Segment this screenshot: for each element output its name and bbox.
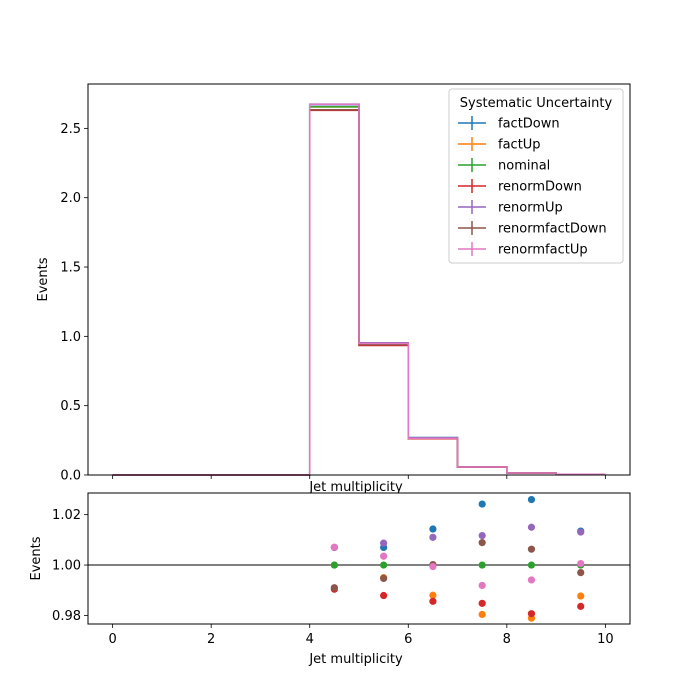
- ratio-point-renormfactup: [478, 581, 486, 590]
- legend-label-renormfactdown: renormfactDown: [498, 222, 607, 237]
- ratio-point-factup: [478, 610, 486, 619]
- ratio-point-renormfactdown: [577, 569, 585, 577]
- ratio-x-tick-label: 10: [597, 632, 614, 647]
- histogram-y-axis-label: Events: [36, 257, 51, 301]
- ratio-y-axis-label: Events: [29, 536, 44, 580]
- legend-item-renormfactdown: renormfactDown: [458, 221, 607, 237]
- ratio-point-renormdown: [478, 599, 486, 607]
- legend-label-renormfactup: renormfactUp: [498, 243, 588, 258]
- ratio-x-tick-label: 4: [306, 632, 314, 647]
- ratio-point-renormup: [380, 539, 388, 547]
- ratio-point-renormfactup: [380, 552, 388, 560]
- ratio-point-factdown: [478, 500, 486, 508]
- histogram-y-ticks: 0.0 0.5 1.0 1.5 2.0 2.5: [60, 122, 88, 484]
- ratio-point-renormdown: [577, 602, 585, 610]
- histogram-y-tick-label: 2.5: [60, 122, 81, 137]
- histogram-y-tick-label: 0.5: [60, 399, 81, 414]
- ratio-point-renormup: [577, 528, 585, 536]
- ratio-point-renormdown: [380, 591, 388, 600]
- ratio-point-renormfactdown: [527, 545, 536, 553]
- histogram-y-tick-label: 1.5: [60, 261, 81, 276]
- ratio-y-ticks: 0.98 1.00 1.02: [52, 508, 88, 624]
- ratio-point-nominal: [330, 561, 338, 569]
- ratio-point-nominal: [527, 561, 536, 569]
- histogram-y-tick-label: 1.0: [60, 330, 81, 345]
- ratio-point-nominal: [380, 561, 388, 569]
- legend-item-renormup: renormUp: [458, 200, 563, 216]
- legend-label-factdown: factDown: [498, 117, 560, 132]
- ratio-point-renormdown: [527, 610, 536, 618]
- histogram-y-tick-label: 0.0: [60, 469, 81, 484]
- legend-title: Systematic Uncertainty: [460, 96, 613, 111]
- ratio-y-tick-label: 1.02: [52, 508, 81, 523]
- legend-item-factup: factUp: [458, 137, 541, 153]
- ratio-point-factup: [429, 591, 437, 599]
- legend-item-factdown: factDown: [458, 116, 560, 132]
- histogram-x-ticks: [112, 475, 606, 479]
- legend-label-factup: factUp: [498, 138, 541, 153]
- legend: Systematic Uncertainty factDown factUp nom…: [448, 88, 624, 264]
- histogram-panel: 0.0 0.5 1.0 1.5 2.0 2.5 Jet multiplicity Even…: [36, 83, 631, 495]
- ratio-frame: [87, 492, 631, 625]
- ratio-point-nominal: [478, 561, 486, 569]
- ratio-x-tick-label: 0: [108, 632, 116, 647]
- legend-item-nominal: nominal: [458, 158, 550, 174]
- ratio-point-renormfactdown: [380, 574, 388, 583]
- ratio-point-renormfactup: [577, 559, 585, 568]
- ratio-y-tick-label: 1.00: [52, 559, 81, 574]
- ratio-x-tick-label: 2: [207, 632, 215, 647]
- ratio-x-tick-label: 6: [404, 632, 412, 647]
- ratio-point-renormup: [429, 533, 437, 541]
- ratio-point-factdown: [527, 495, 536, 504]
- ratio-point-factdown: [429, 525, 437, 533]
- ratio-x-ticks: 0 2 4 6 8 10: [108, 624, 614, 647]
- ratio-point-renormfactdown: [478, 539, 486, 547]
- legend-box: [448, 88, 624, 264]
- ratio-x-axis-label: Jet multiplicity: [308, 652, 403, 667]
- ratio-point-renormup: [478, 531, 486, 540]
- legend-label-renormdown: renormDown: [498, 180, 582, 195]
- legend-label-nominal: nominal: [498, 159, 550, 174]
- histogram-y-tick-label: 2.0: [60, 191, 81, 206]
- ratio-point-renormfactup: [429, 562, 437, 571]
- legend-item-renormdown: renormDown: [458, 179, 582, 195]
- ratio-plot-area: [88, 493, 630, 624]
- ratio-x-tick-label: 8: [503, 632, 511, 647]
- ratio-y-tick-label: 0.98: [52, 609, 81, 624]
- legend-items: factDown factUp nominal renormDown renormUp r…: [458, 116, 607, 258]
- ratio-point-renormfactup: [330, 543, 338, 551]
- ratio-point-renormup: [527, 523, 536, 531]
- legend-item-renormfactup: renormfactUp: [458, 242, 588, 258]
- histogram-x-axis-label: Jet multiplicity: [308, 480, 403, 495]
- ratio-point-factup: [577, 592, 585, 600]
- ratio-point-renormfactdown: [330, 584, 338, 592]
- ratio-points-group: [330, 495, 585, 622]
- histogram-frame: [87, 83, 631, 476]
- ratio-point-renormfactup: [527, 576, 536, 584]
- ratio-panel: 0.98 1.00 1.02 0 2 4 6 8 10 Jet multiplicity Ev…: [29, 492, 631, 667]
- ratio-point-renormdown: [429, 597, 437, 605]
- legend-label-renormup: renormUp: [498, 201, 563, 216]
- ratio-series-renormfactup: [330, 543, 585, 590]
